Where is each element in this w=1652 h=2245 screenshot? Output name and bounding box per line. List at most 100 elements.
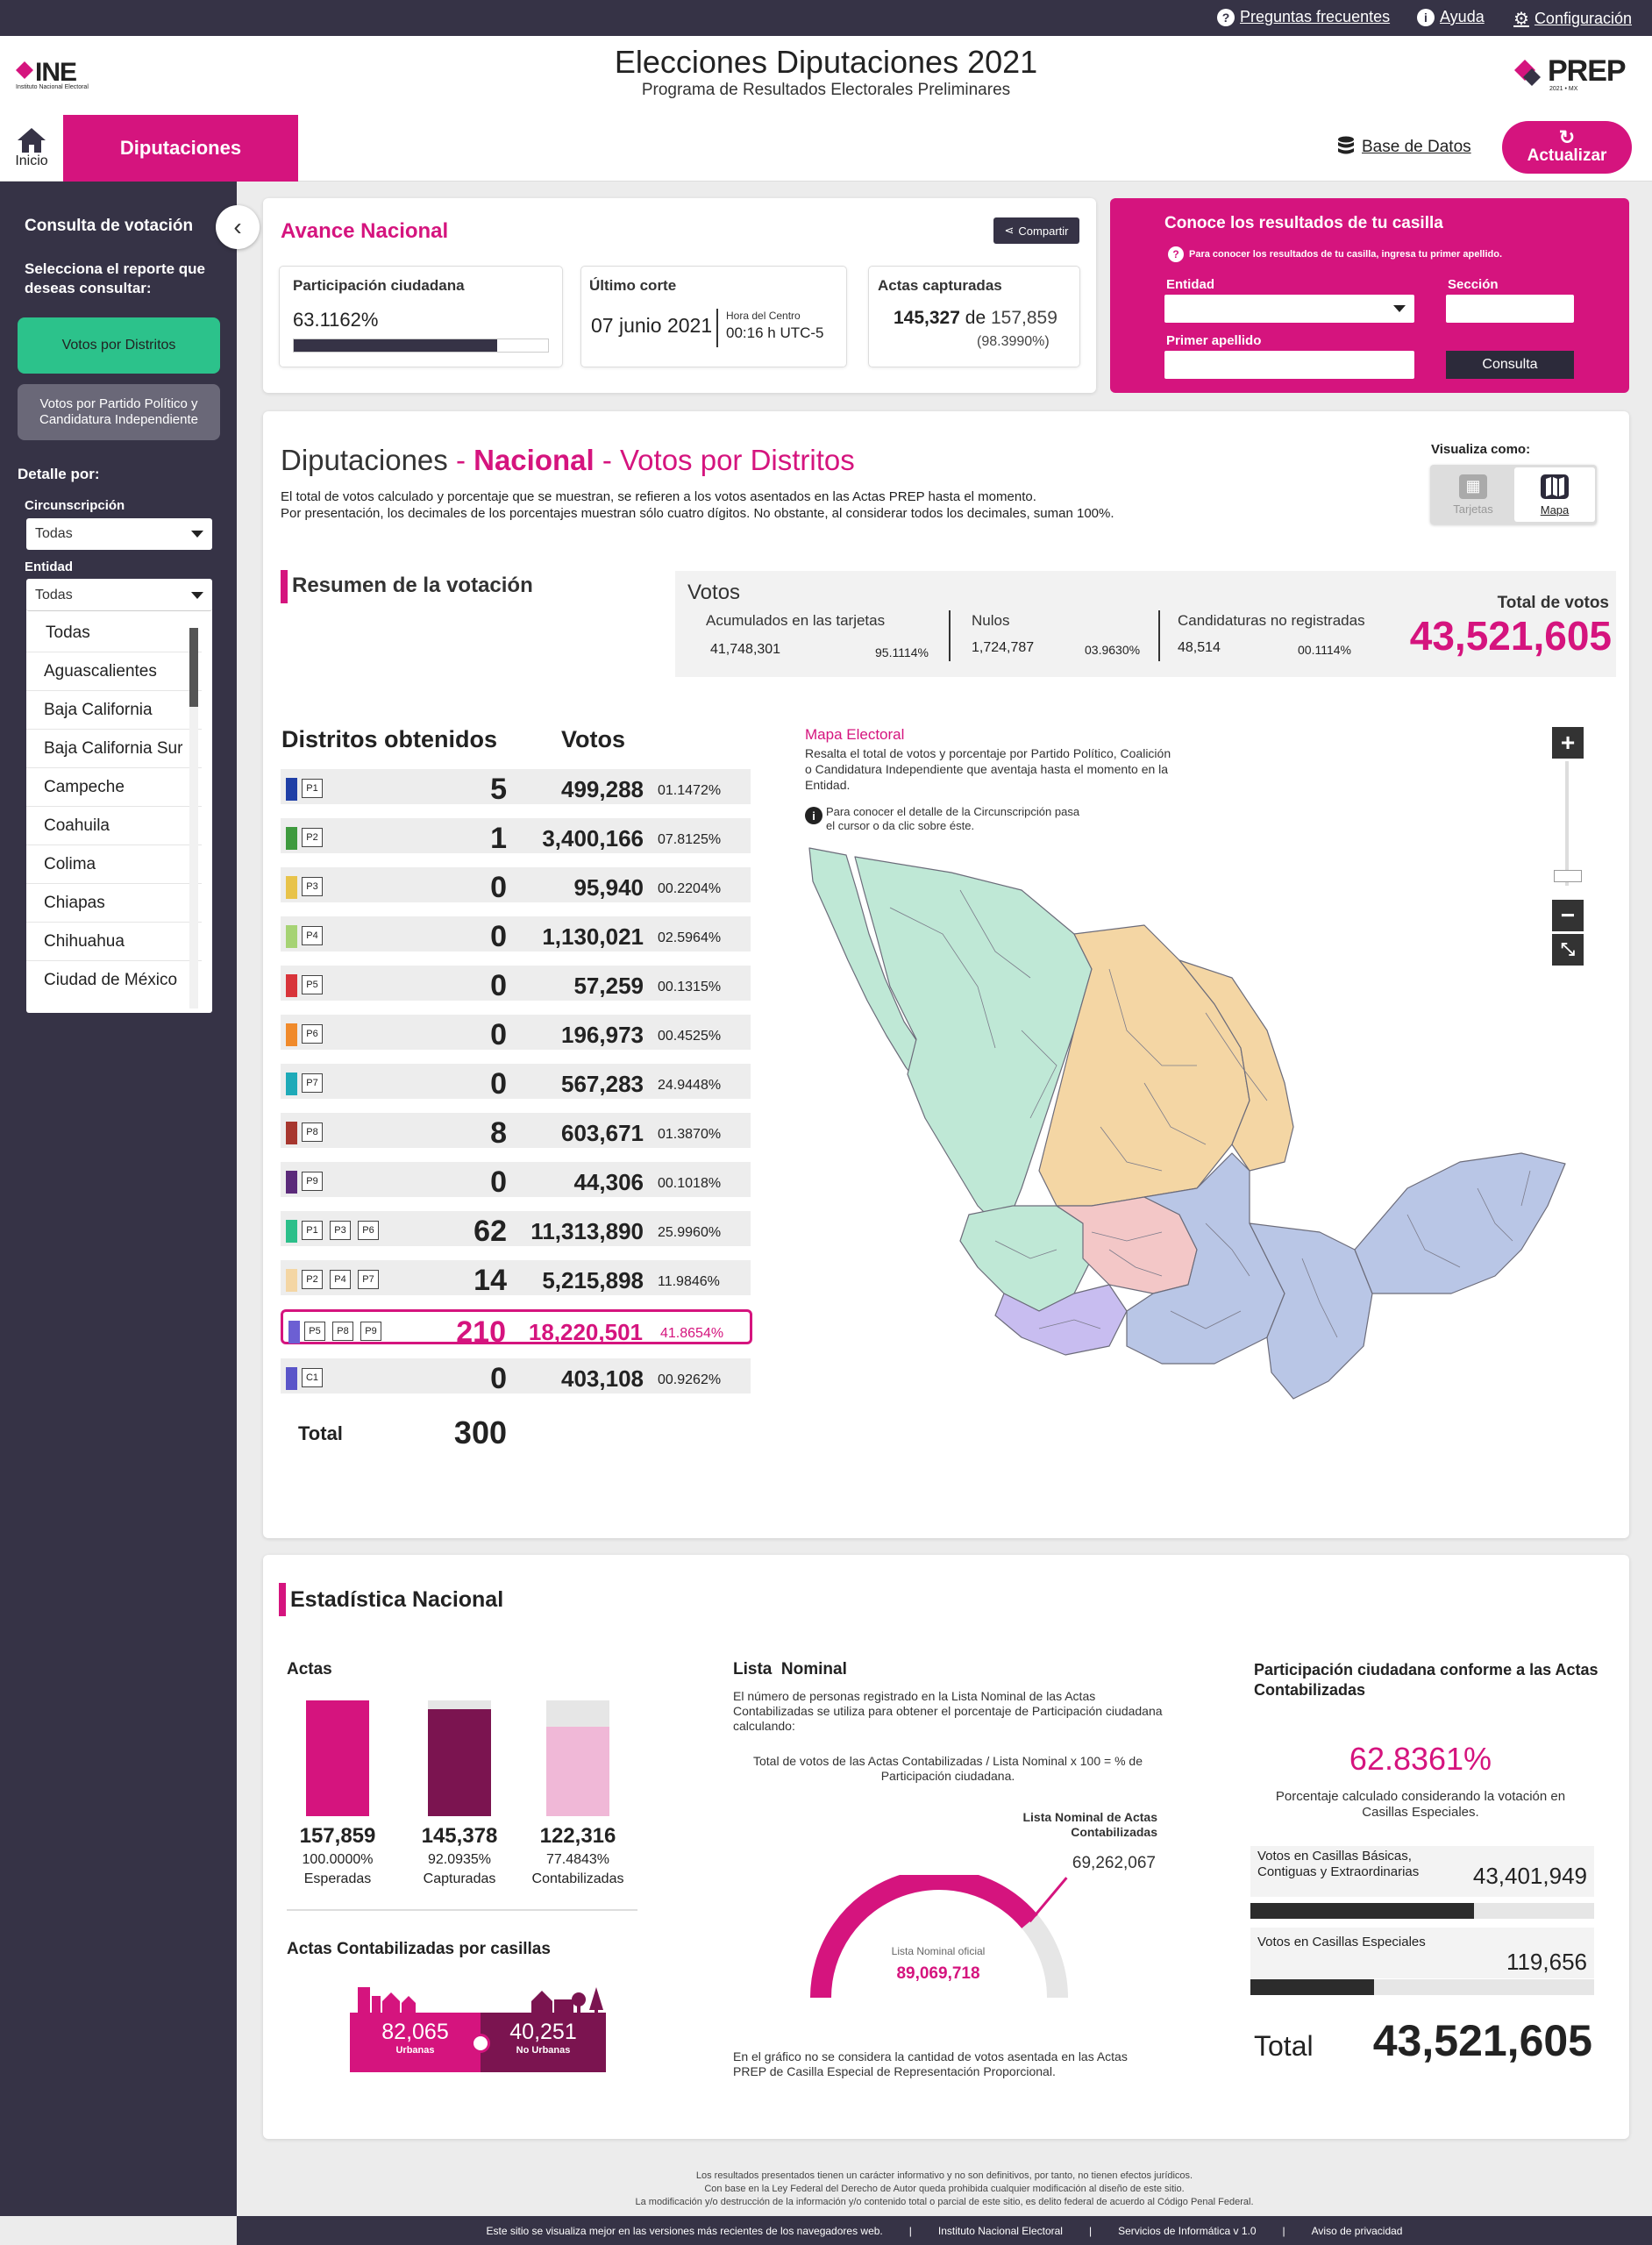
entidad-option[interactable]: Chihuahua (26, 923, 202, 961)
table-row[interactable]: P2 P4 P7 14 5,215,898 11.9846% (281, 1260, 751, 1297)
entidad-option[interactable]: Aguascalientes (26, 652, 202, 691)
votos-value: 3,400,166 (542, 825, 644, 852)
conoce-seccion-input[interactable] (1446, 295, 1574, 323)
entidad-option[interactable]: Chiapas (26, 884, 202, 923)
entidad-option[interactable]: Ciudad de México (44, 971, 178, 989)
refresh-button[interactable]: ↻ Actualizar (1502, 121, 1632, 174)
dropdown-scrollbar[interactable] (189, 628, 198, 1008)
table-row[interactable]: P1 5 499,288 01.1472% (281, 769, 751, 806)
config-link[interactable]: ⚙ Configuración (1513, 8, 1632, 30)
circunscripcion-select[interactable]: Todas (26, 518, 212, 550)
lista-contab-value: 69,262,067 (1072, 1854, 1156, 1872)
tab-diputaciones[interactable]: Diputaciones (63, 115, 298, 182)
main-title-sep: - (447, 444, 474, 476)
footer-servicios-link[interactable]: Servicios de Informática v 1.0 (1118, 2224, 1257, 2237)
votos-pct: 01.1472% (658, 783, 722, 798)
table-row[interactable]: C1 0 403,108 00.9262% (281, 1358, 751, 1395)
conoce-seccion-label: Sección (1448, 277, 1499, 292)
footer-privacy-link[interactable]: Aviso de privacidad (1311, 2224, 1403, 2237)
share-button[interactable]: ⋖ Compartir (993, 217, 1079, 244)
entidad-option[interactable]: Baja California (26, 691, 202, 730)
table-row[interactable]: P6 0 196,973 00.4525% (281, 1015, 751, 1051)
ine-logo[interactable]: INE Instituto Nacional Electoral (16, 58, 121, 93)
table-row[interactable]: P7 0 567,283 24.9448% (281, 1064, 751, 1101)
entidad-option[interactable]: Colima (26, 845, 202, 884)
table-row[interactable]: P2 1 3,400,166 07.8125% (281, 818, 751, 855)
section-marker (279, 1583, 286, 1616)
faq-link[interactable]: ? Preguntas frecuentes (1217, 8, 1390, 26)
home-button[interactable]: Inicio (0, 115, 63, 182)
caret-down-icon (191, 531, 203, 538)
col-votos-header: Votos (561, 726, 625, 752)
entidad-option[interactable]: Campeche (26, 768, 202, 807)
page-title: Elecciones Diputaciones 2021 (614, 44, 1038, 80)
party-color-swatch (286, 1367, 297, 1390)
noreg-label: Candidaturas no registradas (1178, 612, 1365, 629)
zoom-slider-track[interactable] (1565, 761, 1569, 886)
conoce-apellido-input[interactable] (1164, 351, 1414, 379)
distritos-value: 0 (490, 1067, 507, 1101)
zoom-out-button[interactable]: − (1552, 900, 1584, 931)
database-link[interactable]: Base de Datos (1337, 136, 1471, 159)
especiales-value: 119,656 (1506, 1949, 1587, 1975)
zoom-slider-handle[interactable] (1554, 870, 1582, 882)
consulta-button[interactable]: Consulta (1446, 351, 1574, 379)
lista-oficial-label: Lista Nominal oficial (891, 1945, 986, 1957)
table-row[interactable]: P8 8 603,671 01.3870% (281, 1113, 751, 1150)
votos-pct: 00.4525% (658, 1029, 722, 1044)
fit-map-button[interactable]: ⤡ (1552, 934, 1584, 966)
view-tarjetas-button[interactable]: ▦ Tarjetas (1433, 467, 1513, 522)
casillas-title: Actas Contabilizadas por casillas (287, 1940, 551, 1958)
capturadas-value: 145,378 (421, 1824, 498, 1848)
share-label: Compartir (1018, 224, 1069, 238)
table-row[interactable]: P1 P3 P6 62 11,313,890 25.9960% (281, 1211, 751, 1248)
votos-value: 603,671 (561, 1120, 644, 1146)
capturadas-label: Capturadas (423, 1871, 496, 1886)
party-badge: P6 (302, 1024, 323, 1044)
estadistica-title: Estadística Nacional (290, 1587, 504, 1612)
table-row[interactable]: P3 0 95,940 00.2204% (281, 867, 751, 904)
footer-ine-link[interactable]: Instituto Nacional Electoral (937, 2224, 1063, 2237)
actas-value: 145,327 (894, 308, 960, 328)
prep-logo[interactable]: PREP 2021 • MX (1513, 54, 1627, 95)
party-color-swatch (286, 1171, 297, 1194)
table-row[interactable]: P5 0 57,259 00.1315% (281, 966, 751, 1002)
votos-value: 18,220,501 (528, 1319, 643, 1345)
dropdown-scrollbar-thumb[interactable] (189, 628, 198, 707)
votos-pct: 00.9262% (658, 1372, 722, 1387)
basicas-box (1250, 1846, 1594, 1897)
map-region-northeast (1178, 959, 1294, 1172)
entidad-select[interactable]: Todas (26, 580, 212, 611)
participacion-value: 63.1162% (293, 309, 379, 331)
grid-icon: ▦ (1459, 474, 1487, 499)
footer-notes: Los resultados presentados tienen un car… (237, 2170, 1652, 2209)
party-badge: P8 (302, 1122, 323, 1142)
sidebar-collapse-button[interactable]: ‹ (216, 205, 260, 249)
contabilizadas-pct: 77.4843% (545, 1852, 610, 1867)
casillas-icons (358, 1987, 603, 2015)
party-color-swatch (286, 778, 297, 801)
entidad-option[interactable]: Baja California Sur (26, 730, 202, 768)
total-votos-value: 43,521,605 (1409, 613, 1612, 659)
actas-box (868, 266, 1080, 367)
corte-hora-label: Hora del Centro (726, 310, 801, 322)
report-distritos-button[interactable]: Votos por Distritos (18, 317, 220, 374)
mexico-map[interactable] (794, 837, 1578, 1416)
table-row[interactable]: P5 P8 P9 210 18,220,501 41.8654% (281, 1309, 752, 1349)
zoom-in-button[interactable]: + (1552, 727, 1584, 759)
votos-pct: 11.9846% (658, 1274, 720, 1289)
table-row[interactable]: P9 0 44,306 00.1018% (281, 1162, 751, 1199)
help-link[interactable]: i Ayuda (1417, 8, 1485, 26)
conoce-entidad-select[interactable] (1164, 295, 1414, 323)
main-title-nacional: Nacional (474, 444, 595, 476)
party-color-swatch (286, 827, 297, 850)
report-partido-button[interactable]: Votos por Partido Político y Candidatura… (18, 384, 220, 440)
chevron-left-icon: ‹ (233, 213, 242, 240)
nulos-value: 1,724,787 (972, 640, 1035, 655)
entidad-option[interactable]: Coahuila (26, 807, 202, 845)
view-mapa-button[interactable]: Mapa (1514, 467, 1595, 522)
party-badge: C1 (302, 1368, 323, 1387)
entidad-option[interactable]: Todas (26, 614, 202, 652)
table-row[interactable]: P4 0 1,130,021 02.5964% (281, 916, 751, 953)
party-badge: P2 (302, 828, 323, 847)
